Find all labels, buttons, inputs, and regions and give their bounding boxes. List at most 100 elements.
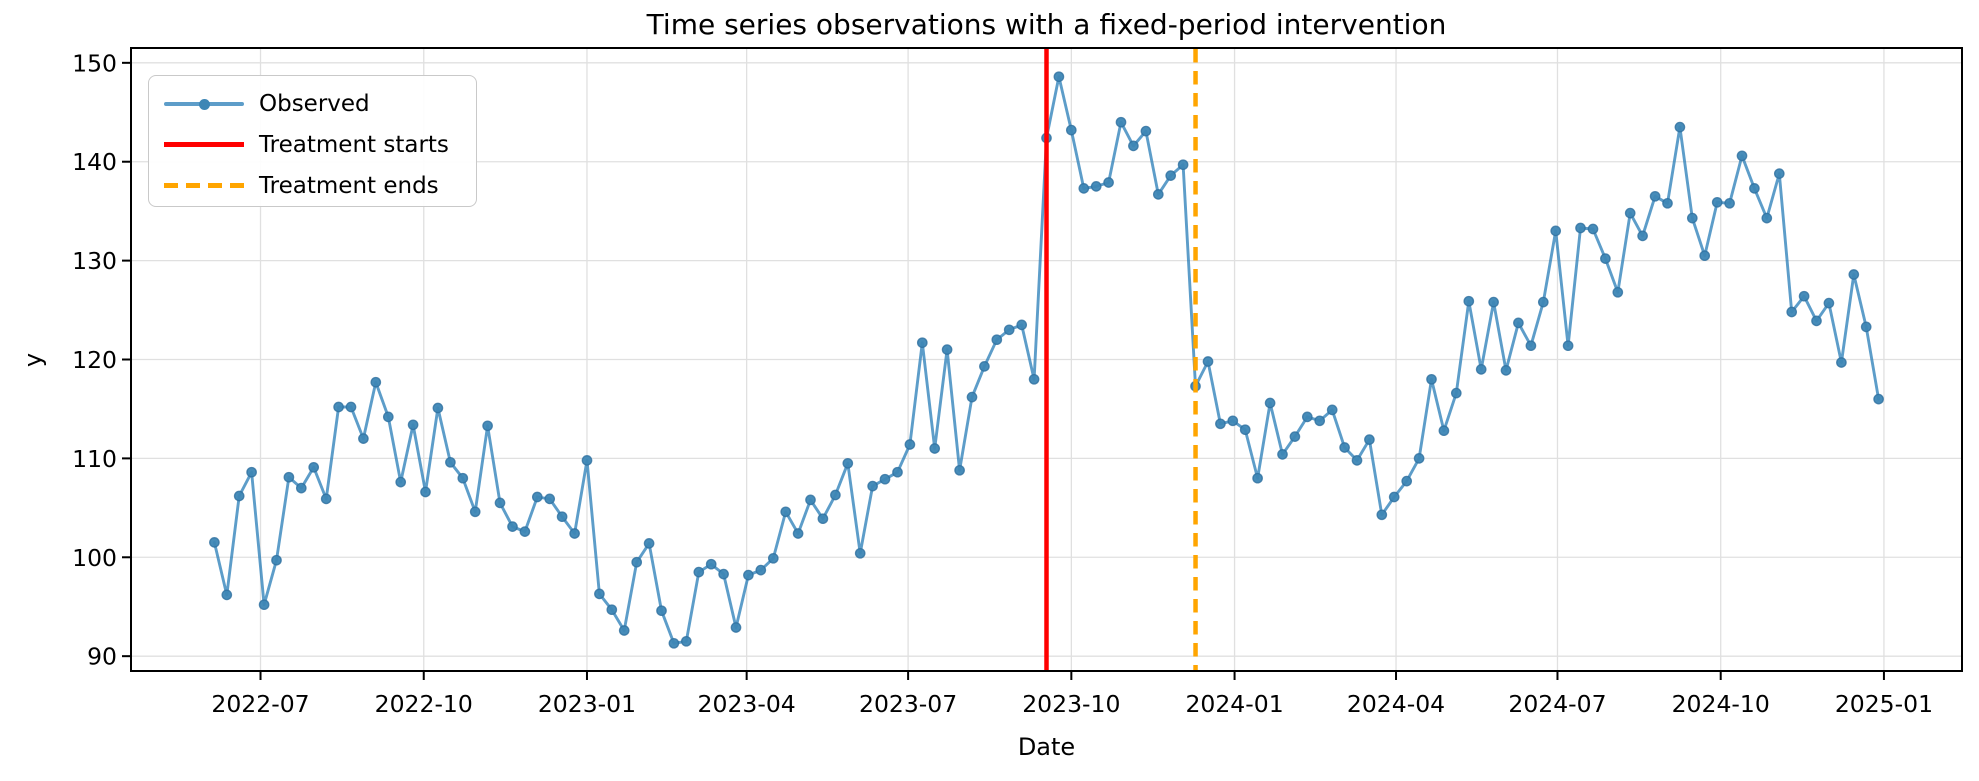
- data-point-marker: [1239, 424, 1251, 436]
- data-point-marker: [705, 558, 717, 570]
- data-point-marker: [1811, 315, 1822, 327]
- data-point-marker: [1686, 212, 1698, 224]
- data-point-marker: [445, 456, 456, 468]
- data-point-marker: [1848, 269, 1860, 280]
- data-point-marker: [1314, 415, 1326, 427]
- data-point-marker: [631, 556, 643, 568]
- data-point-marker: [656, 605, 667, 617]
- data-point-marker: [382, 411, 394, 423]
- data-point-marker: [1227, 415, 1239, 427]
- data-point-marker: [680, 635, 692, 647]
- data-point-marker: [1724, 197, 1735, 209]
- x-tick-label: 2024-01: [1185, 690, 1283, 718]
- y-tick-label: 120: [72, 346, 117, 374]
- data-point-marker: [320, 493, 332, 505]
- data-point-marker: [1165, 170, 1177, 181]
- data-point-marker: [668, 637, 680, 649]
- observed-line-marker-icon: [164, 98, 244, 110]
- data-point-marker: [618, 625, 630, 636]
- data-point-marker: [221, 589, 233, 601]
- data-point-marker: [854, 547, 866, 559]
- data-point-marker: [295, 482, 307, 494]
- x-tick-label: 2025-01: [1835, 690, 1933, 718]
- data-point-marker: [370, 376, 382, 388]
- data-point-marker: [1128, 140, 1139, 152]
- data-point-marker: [1649, 190, 1661, 202]
- data-point-marker: [767, 552, 779, 564]
- x-tick-label: 2023-04: [698, 690, 796, 718]
- x-tick-label: 2023-10: [1022, 690, 1120, 718]
- y-tick-label: 150: [72, 49, 117, 77]
- data-point-marker: [507, 521, 518, 532]
- legend: Observed Treatment starts Treatment ends: [148, 75, 477, 207]
- data-point-marker: [358, 433, 369, 444]
- data-point-marker: [730, 622, 742, 633]
- data-point-marker: [581, 455, 593, 466]
- data-point-marker: [494, 497, 506, 509]
- data-point-marker: [1115, 116, 1127, 128]
- data-point-marker: [1537, 296, 1549, 308]
- data-point-marker: [1600, 253, 1611, 264]
- data-point-marker: [755, 564, 767, 576]
- data-point-marker: [1351, 455, 1363, 466]
- data-point-marker: [979, 361, 990, 372]
- x-tick-label: 2024-04: [1347, 690, 1445, 718]
- data-point-marker: [1786, 306, 1798, 318]
- data-point-marker: [1376, 509, 1388, 521]
- data-point-marker: [531, 491, 543, 503]
- data-point-marker: [1587, 223, 1599, 235]
- legend-item-treatment-ends: Treatment ends: [164, 165, 476, 206]
- data-point-marker: [420, 486, 431, 498]
- data-point-marker: [1736, 150, 1748, 162]
- data-point-marker: [1326, 404, 1338, 416]
- data-point-marker: [1513, 317, 1524, 329]
- data-point-marker: [594, 588, 605, 600]
- legend-label-treatment-starts: Treatment starts: [259, 131, 449, 158]
- x-axis-label: Date: [1017, 733, 1076, 761]
- data-point-marker: [780, 506, 792, 518]
- data-point-marker: [1103, 177, 1114, 188]
- data-point-marker: [904, 439, 916, 450]
- data-point-marker: [1525, 340, 1537, 352]
- data-point-marker: [283, 471, 295, 483]
- data-point-marker: [1761, 212, 1773, 224]
- data-point-marker: [1773, 168, 1785, 179]
- data-point-marker: [519, 526, 531, 537]
- data-point-marker: [916, 337, 928, 349]
- data-point-marker: [1860, 321, 1872, 333]
- data-point-marker: [1823, 297, 1835, 309]
- legend-item-observed: Observed: [164, 83, 476, 124]
- data-point-marker: [407, 419, 419, 431]
- data-point-marker: [991, 334, 1003, 346]
- data-point-marker: [1550, 225, 1562, 237]
- legend-item-treatment-starts: Treatment starts: [164, 124, 476, 165]
- data-point-marker: [209, 537, 220, 548]
- y-tick-label: 90: [87, 643, 117, 671]
- data-point-marker: [892, 466, 903, 478]
- data-point-marker: [1388, 491, 1400, 503]
- data-point-marker: [1401, 475, 1413, 487]
- data-point-marker: [395, 476, 407, 488]
- data-point-marker: [1662, 197, 1673, 209]
- data-point-marker: [569, 528, 580, 539]
- data-point-marker: [1711, 196, 1723, 208]
- data-point-marker: [1836, 357, 1847, 368]
- data-point-marker: [1500, 365, 1512, 376]
- data-point-marker: [1624, 207, 1636, 219]
- data-point-marker: [1749, 183, 1760, 194]
- y-tick-label: 130: [72, 247, 117, 275]
- data-point-marker: [966, 391, 978, 403]
- data-point-marker: [792, 528, 804, 539]
- data-point-marker: [1215, 418, 1226, 430]
- data-point-marker: [693, 566, 705, 578]
- x-tick-label: 2023-01: [538, 690, 636, 718]
- treatment-starts-line-icon: [164, 139, 244, 151]
- data-point-marker: [1065, 124, 1077, 136]
- data-point-marker: [1463, 295, 1475, 307]
- data-point-marker: [954, 464, 965, 476]
- data-point-marker: [1674, 121, 1686, 133]
- data-point-marker: [246, 466, 257, 478]
- data-point-marker: [1475, 364, 1487, 375]
- data-point-marker: [258, 599, 270, 611]
